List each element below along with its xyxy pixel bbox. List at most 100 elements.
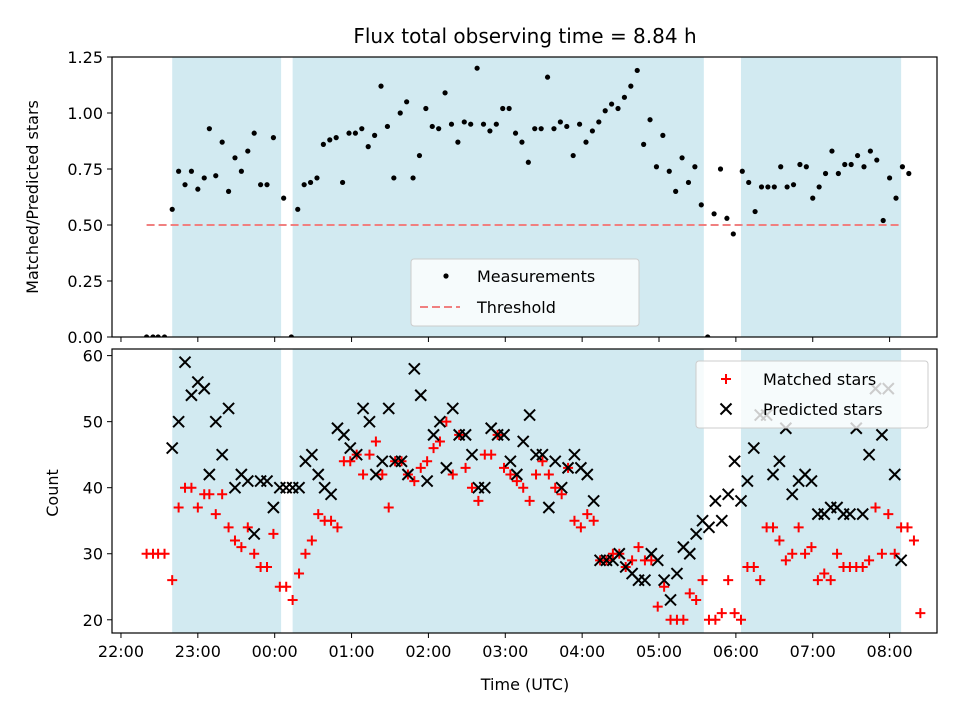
measurement-point [705, 334, 711, 337]
matched-star-point [434, 436, 445, 447]
matched-star-point [582, 509, 593, 520]
top-data-layer [143, 65, 912, 337]
legend-matched-marker [721, 374, 731, 384]
bottom-data-layer [141, 356, 926, 625]
measurement-point [765, 184, 771, 190]
matched-star-point [575, 522, 586, 533]
matched-star-point [780, 555, 791, 566]
x-tick-label: 05:00 [636, 642, 682, 661]
measurement-point [660, 132, 666, 138]
matched-star-point [511, 476, 522, 487]
measurement-point [327, 137, 333, 143]
matched-star-point [236, 542, 247, 553]
top-y-axis-label: Matched/Predicted stars [23, 100, 42, 294]
measurement-point [564, 123, 570, 130]
measurement-point [730, 231, 736, 237]
matched-star-point [441, 416, 452, 427]
predicted-star-point [376, 455, 389, 468]
matched-star-point [486, 449, 497, 460]
measurement-point [442, 90, 448, 96]
legend-predicted-label: Predicted stars [763, 400, 883, 419]
measurement-point [314, 175, 320, 181]
x-tick-label: 06:00 [713, 642, 759, 661]
x-tick-label: 08:00 [867, 642, 913, 661]
measurement-point [874, 157, 880, 163]
measurement-point [525, 159, 531, 165]
predicted-star-point [228, 481, 242, 494]
matched-star-point [883, 509, 894, 520]
matched-star-point [710, 614, 721, 625]
measurement-point [854, 152, 861, 159]
predicted-star-point [382, 402, 395, 415]
predicted-star-point [203, 468, 216, 481]
matched-star-point [588, 515, 599, 526]
chart-title: Flux total observing time = 8.84 h [353, 24, 696, 48]
predicted-star-point [369, 468, 383, 481]
top-shaded-interval [172, 57, 282, 337]
x-tick-label: 04:00 [559, 642, 605, 661]
measurement-point [835, 170, 841, 177]
matched-star-point [505, 469, 516, 480]
predicted-star-point [459, 428, 472, 442]
predicted-star-point [549, 455, 562, 468]
top-y-tick-label: 1.25 [67, 48, 103, 67]
legend-measurements-label: Measurements [477, 267, 595, 286]
matched-star-point [377, 469, 388, 480]
predicted-star-point [664, 593, 677, 607]
x-tick-label: 01:00 [329, 642, 375, 661]
matched-star-point [223, 522, 234, 533]
predicted-star-point [433, 415, 447, 428]
predicted-star-point [702, 521, 716, 534]
measurement-point [784, 184, 790, 190]
matched-star-point [729, 608, 740, 619]
measurement-point [455, 139, 461, 145]
top-y-tick-label: 0.50 [67, 216, 103, 235]
matched-star-point [832, 548, 843, 559]
measurement-point [685, 179, 692, 186]
measurement-point [634, 67, 640, 74]
matched-star-point [192, 502, 203, 513]
matched-star-point [684, 588, 695, 599]
matched-star-point [306, 535, 317, 546]
measurement-point [251, 130, 257, 136]
measurement-point [461, 119, 467, 125]
bottom-y-tick-label: 50 [83, 413, 103, 432]
matched-star-point [332, 522, 343, 533]
matched-star-point [889, 548, 900, 559]
matched-star-point [460, 462, 471, 473]
predicted-star-point [766, 468, 780, 481]
predicted-star-point [689, 527, 703, 541]
matched-star-point [556, 489, 567, 500]
measurement-point [602, 108, 608, 114]
matched-star-point [800, 548, 811, 559]
measurement-point [717, 166, 724, 172]
predicted-star-point [613, 547, 626, 560]
predicted-star-point [523, 408, 536, 422]
matched-star-point [870, 502, 881, 513]
predicted-star-point [728, 455, 741, 468]
measurement-point [570, 152, 576, 159]
matched-star-point [908, 535, 919, 546]
measurement-point [673, 188, 679, 194]
measurement-point [150, 334, 156, 337]
measurement-point [583, 139, 589, 145]
predicted-star-point [517, 435, 530, 448]
predicted-star-point [350, 448, 363, 461]
matched-star-point [249, 548, 260, 559]
predicted-star-point [843, 507, 857, 521]
legend-predicted-marker [719, 402, 733, 416]
predicted-star-point [185, 389, 198, 402]
measurement-point [842, 161, 848, 168]
matched-star-point [659, 581, 670, 592]
predicted-star-point [542, 501, 556, 514]
predicted-star-point [741, 474, 754, 488]
measurement-point [778, 164, 784, 170]
predicted-star-point [260, 474, 274, 488]
predicted-star-point [172, 415, 185, 428]
measurement-point [867, 148, 873, 154]
predicted-star-point [657, 573, 671, 587]
measurement-point [219, 139, 225, 145]
predicted-star-point [198, 382, 211, 395]
matched-star-point [819, 568, 830, 579]
predicted-star-point [446, 402, 459, 415]
